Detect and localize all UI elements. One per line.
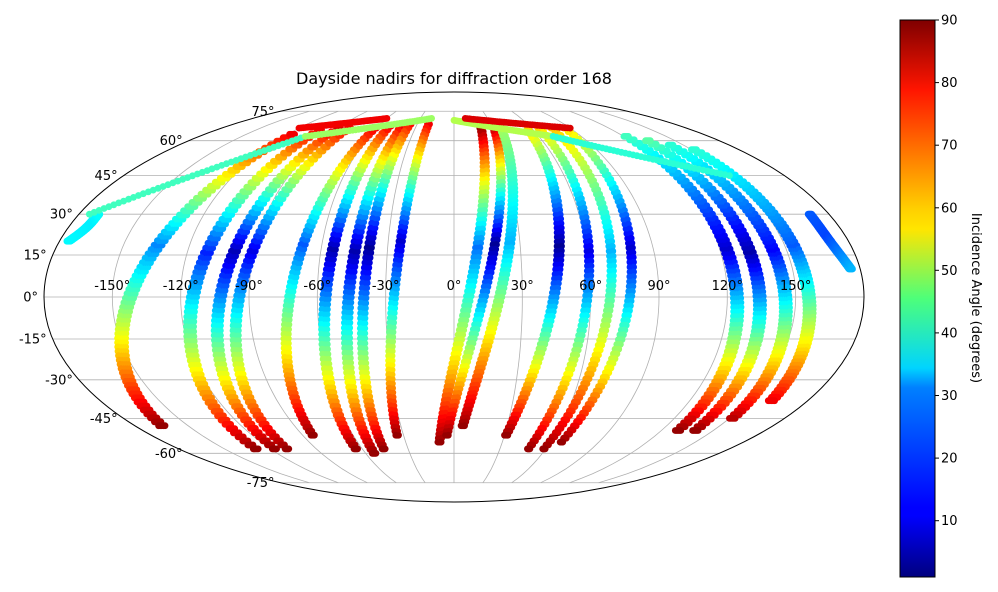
data-point bbox=[444, 431, 452, 439]
scatter-points bbox=[63, 115, 856, 457]
data-point bbox=[216, 174, 224, 182]
data-point bbox=[281, 445, 289, 453]
data-point bbox=[249, 445, 257, 453]
data-point bbox=[188, 199, 196, 206]
chart-title: Dayside nadirs for diffraction order 168 bbox=[296, 69, 612, 88]
data-point bbox=[392, 431, 400, 439]
data-point bbox=[227, 167, 235, 174]
data-point bbox=[211, 178, 219, 186]
data-point bbox=[222, 170, 229, 178]
data-point bbox=[197, 190, 205, 198]
data-point bbox=[504, 431, 512, 439]
data-point bbox=[368, 449, 376, 457]
data-point bbox=[378, 445, 386, 453]
data-point bbox=[180, 207, 187, 215]
data-point bbox=[202, 186, 210, 194]
data-point bbox=[279, 134, 287, 142]
data-point bbox=[526, 445, 534, 453]
data-point bbox=[207, 182, 214, 190]
data-point bbox=[232, 163, 240, 171]
meridian-line bbox=[385, 111, 426, 483]
data-point bbox=[437, 438, 445, 446]
data-point bbox=[155, 422, 163, 430]
data-point bbox=[307, 431, 315, 439]
data-point bbox=[286, 130, 293, 138]
data-point bbox=[193, 194, 200, 202]
data-point bbox=[350, 445, 358, 453]
meridian-line bbox=[540, 110, 660, 484]
data-point bbox=[461, 422, 468, 430]
data-point bbox=[184, 203, 192, 211]
data-point bbox=[268, 445, 276, 453]
meridian-line bbox=[111, 110, 310, 484]
